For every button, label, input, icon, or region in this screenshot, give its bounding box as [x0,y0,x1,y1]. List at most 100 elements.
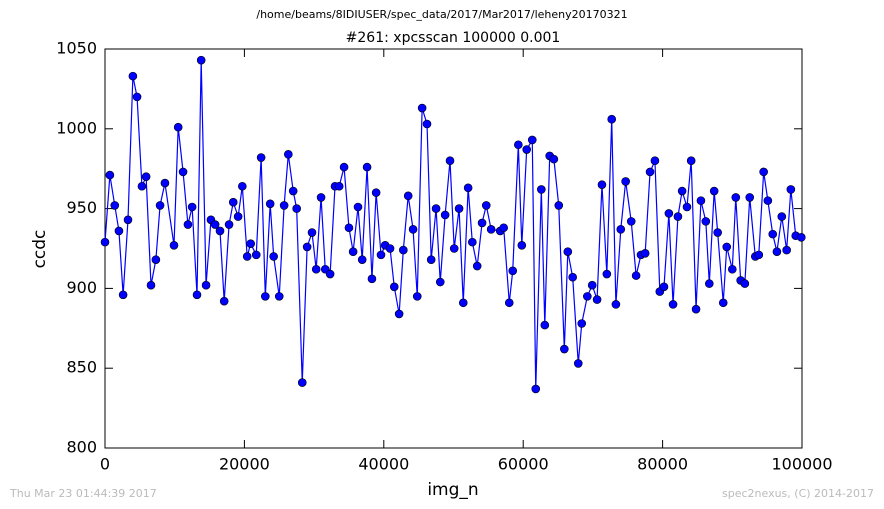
data-point [371,188,381,197]
data-point [621,177,630,186]
data-point [334,181,344,191]
data-point [344,223,354,233]
data-point [114,226,124,236]
x-tick-label: 100000 [771,455,832,474]
data-point [279,201,289,210]
data-point [650,156,660,166]
data-point [362,162,372,172]
data-point [602,269,612,279]
data-point [645,167,655,177]
data-point [173,122,183,132]
data-point [445,156,455,166]
data-point [786,185,796,194]
y-tick-label: 1050 [56,39,97,58]
data-point [183,220,193,229]
data-point [597,180,607,189]
data-point [215,226,225,236]
data-point [554,201,564,210]
data-point [219,296,229,306]
data-point [137,181,147,191]
data-point [759,167,768,177]
data-point [631,271,641,280]
data-point [499,223,508,233]
data-point [246,239,255,249]
chart-title: #261: xpcsscan 100000 0.001 [346,30,561,46]
data-point [311,264,321,274]
data-point [426,255,436,264]
data-point [316,193,326,202]
data-point [431,204,441,213]
data-point [187,202,197,212]
data-point [677,186,687,196]
data-point [709,186,719,196]
y-tick-label: 850 [66,358,97,377]
data-point [664,209,674,218]
data-point [745,193,755,202]
data-point [763,196,773,205]
data-point [563,247,573,256]
data-point [508,266,518,276]
data-point [673,212,683,221]
data-point [251,250,261,260]
data-point [325,269,335,279]
data-point [696,196,706,205]
data-point [440,210,450,220]
data-point [458,298,468,308]
data-point [626,217,636,226]
data-point [435,277,445,287]
data-point [151,255,161,264]
data-point [568,272,577,282]
data-point [592,295,602,304]
data-point [417,103,427,113]
data-point [284,150,293,159]
data-point [754,250,764,260]
data-point [616,225,626,234]
data-point [691,304,701,314]
data-point [201,280,211,290]
data-point [740,279,750,288]
data-point [481,201,491,210]
data-point [668,300,678,309]
data-point [797,233,806,242]
data-point [169,241,179,250]
data-point [472,261,482,271]
data-point [141,172,151,181]
data-point [768,229,778,239]
footer-timestamp: Thu Mar 23 01:44:39 2017 [9,487,157,500]
data-point [110,201,120,210]
x-tick-label: 40000 [358,455,409,474]
data-point [376,250,386,260]
data-point [367,274,377,284]
data-point [274,292,284,301]
data-point [531,384,541,394]
x-tick-label: 0 [100,455,110,474]
data-point [292,204,301,213]
data-point [146,280,156,290]
data-point [348,247,358,256]
y-tick-label: 900 [66,278,97,297]
data-point [713,228,722,237]
data-point [587,280,597,290]
x-tick-label: 60000 [498,455,549,474]
y-tick-label: 1000 [56,118,97,137]
data-point [659,282,669,292]
data-point [701,217,711,226]
data-point [486,225,496,234]
data-point [704,279,714,288]
data-point [540,320,550,330]
data-point [607,114,617,124]
data-point [128,71,138,81]
data-point [118,290,128,300]
y-tick-label: 950 [66,198,97,217]
data-point [155,201,165,210]
data-point [527,135,537,145]
data-point [233,212,243,221]
data-point [504,298,514,308]
footer-credit: spec2nexus, (C) 2014-2017 [722,487,874,500]
x-axis-label: img_n [427,480,478,500]
data-point [772,247,782,256]
data-point [307,228,317,237]
data-point [100,237,110,247]
data-point [269,252,278,261]
